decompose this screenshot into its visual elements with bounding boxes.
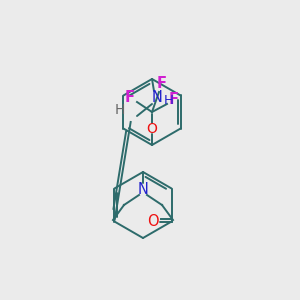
Text: H: H — [115, 103, 125, 117]
Text: F: F — [125, 89, 135, 104]
Text: O: O — [147, 122, 158, 136]
Text: F: F — [169, 92, 179, 107]
Text: O: O — [147, 214, 158, 229]
Text: N: N — [138, 182, 148, 196]
Text: F: F — [157, 76, 167, 92]
Text: N: N — [152, 91, 162, 106]
Text: H: H — [164, 94, 174, 106]
